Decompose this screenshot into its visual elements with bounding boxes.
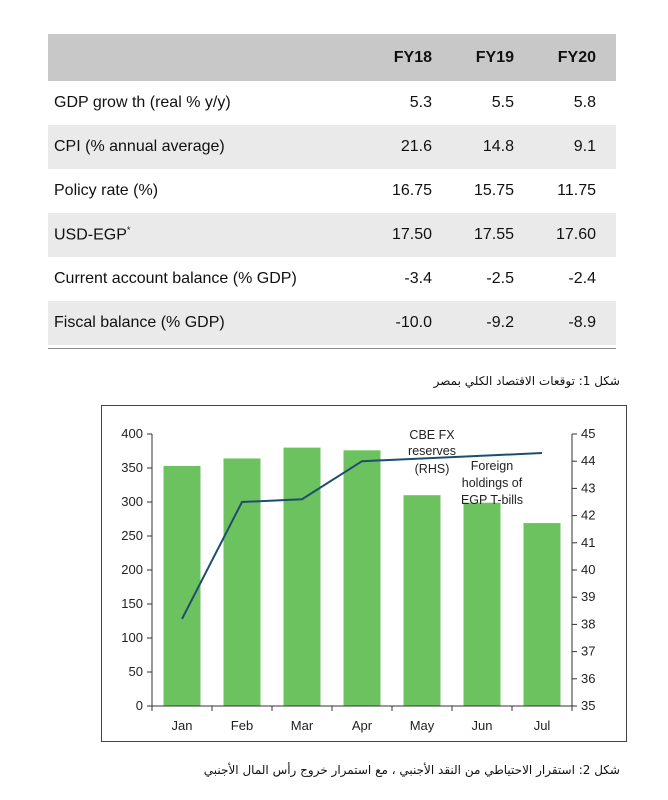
reserves-line [181,452,543,620]
table-row: CPI (% annual average) 21.6 14.8 9.1 [48,125,616,169]
reserves-annotation-line2: reserves [408,444,456,458]
row-label-text: USD-EGP [54,226,127,244]
left-tick-label: 0 [136,698,143,713]
table-row: Policy rate (%) 16.75 15.75 11.75 [48,169,616,213]
right-tick-label: 37 [581,644,595,659]
cell-fy20: 11.75 [557,182,596,199]
cell-fy20: 17.60 [555,226,596,243]
right-tick-label: 39 [581,589,595,604]
row-label: Fiscal balance (% GDP) [54,314,225,331]
holdings-annotation-line3: EGP T-bills [461,493,523,507]
row-label: USD-EGP* [48,213,352,257]
bar-may [403,495,441,706]
right-tick-label: 36 [581,671,595,686]
table-header-empty [48,34,352,81]
cell-fy18: -10.0 [395,314,432,331]
bar-mar [283,447,321,706]
cell-fy19: 17.55 [473,226,514,243]
cell-fy20: 5.8 [573,94,596,111]
x-tick-label: May [410,718,435,733]
cell-fy19: 5.5 [491,94,514,111]
cell-fy20: -8.9 [568,314,596,331]
cell-fy19: 14.8 [482,138,514,155]
left-tick-label: 150 [121,596,143,611]
cell-fy19: -2.5 [486,270,514,287]
footnote-marker: * [126,225,131,236]
table-row: USD-EGP* 17.50 17.55 17.60 [48,213,616,257]
cell-fy19: -9.2 [486,314,514,331]
left-tick-label: 300 [121,494,143,509]
x-tick-label: Apr [352,718,373,733]
table-header-row: FY18 FY19 FY20 [48,34,616,81]
cell-fy18: 21.6 [400,138,432,155]
row-label: GDP grow th (real % y/y) [54,94,231,111]
reserves-annotation-line3: (RHS) [415,462,450,476]
bar-jan [163,465,201,706]
left-tick-label: 200 [121,562,143,577]
table-header-fy18: FY18 [393,48,432,66]
cell-fy20: 9.1 [573,138,596,155]
row-label: Current account balance (% GDP) [54,270,297,287]
x-tick-label: Jun [472,718,493,733]
right-tick-label: 38 [581,616,595,631]
right-tick-label: 42 [581,508,595,523]
table-header-fy19: FY19 [475,48,514,66]
x-tick-label: Jul [534,718,551,733]
right-tick-label: 44 [581,453,595,468]
holdings-annotation-line1: Foreign [471,459,513,473]
chart-canvas: 0 50 100 150 200 250 300 350 400 35 36 37 38 39 40 41 42… [121,426,595,733]
bar-feb [223,458,261,706]
left-tick-label: 100 [121,630,143,645]
reserves-holdings-chart: 0 50 100 150 200 250 300 350 400 35 36 37 38 39 40 41 42… [101,405,627,742]
figure1-caption: شكل 1: توقعات الاقتصاد الكلي بمصر [433,374,620,388]
right-tick-label: 41 [581,535,595,550]
cell-fy19: 15.75 [473,182,514,199]
right-tick-label: 45 [581,426,595,441]
x-tick-label: Feb [231,718,253,733]
bar-jul [523,523,561,706]
row-label: Policy rate (%) [54,182,159,199]
left-tick-label: 350 [121,460,143,475]
right-tick-label: 35 [581,698,595,713]
left-tick-label: 400 [121,426,143,441]
x-tick-label: Mar [291,718,314,733]
cell-fy18: 5.3 [409,94,432,111]
bar-jun [463,502,501,706]
figure2-caption: شكل 2: استقرار الاحتياطي من النقد الأجنب… [203,763,620,777]
cell-fy18: 17.50 [391,226,432,243]
x-tick-label: Jan [172,718,193,733]
reserves-annotation-line1: CBE FX [409,428,455,442]
right-tick-label: 40 [581,562,595,577]
bar-apr [343,450,381,706]
cell-fy18: 16.75 [391,182,432,199]
table-row: GDP grow th (real % y/y) 5.3 5.5 5.8 [48,81,616,125]
macro-forecast-table: FY18 FY19 FY20 GDP grow th (real % y/y) … [48,34,616,345]
row-label: CPI (% annual average) [54,138,225,155]
left-tick-label: 250 [121,528,143,543]
holdings-annotation-line2: holdings of [462,476,523,490]
table-row: Fiscal balance (% GDP) -10.0 -9.2 -8.9 [48,301,616,345]
cell-fy20: -2.4 [568,270,596,287]
right-tick-label: 43 [581,480,595,495]
cell-fy18: -3.4 [404,270,432,287]
left-tick-label: 50 [129,664,143,679]
table-header-fy20: FY20 [557,48,596,66]
table-bottom-rule [48,348,616,349]
table-row: Current account balance (% GDP) -3.4 -2.… [48,257,616,301]
